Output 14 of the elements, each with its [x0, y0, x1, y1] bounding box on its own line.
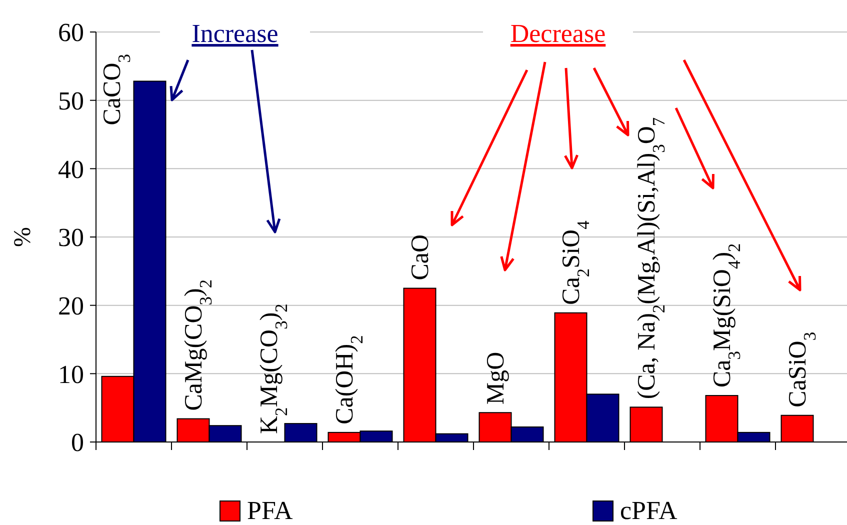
y-tick-label: 30 — [58, 223, 84, 252]
legend-label: PFA — [247, 496, 293, 525]
y-tick-label: 10 — [58, 360, 84, 389]
x-tick-label: CaO — [406, 234, 434, 280]
y-axis-title: % — [10, 227, 36, 247]
y-tick-label: 50 — [58, 86, 84, 116]
annotation: Decrease — [510, 19, 606, 48]
annotation: Increase — [192, 19, 278, 48]
legend-label: cPFA — [620, 496, 678, 525]
y-tick-label: 60 — [58, 18, 84, 48]
y-tick-label: 40 — [58, 154, 84, 184]
x-tick-label: MgO — [482, 352, 510, 405]
y-tick-label: 20 — [58, 291, 84, 320]
y-tick-label: 0 — [71, 428, 84, 458]
